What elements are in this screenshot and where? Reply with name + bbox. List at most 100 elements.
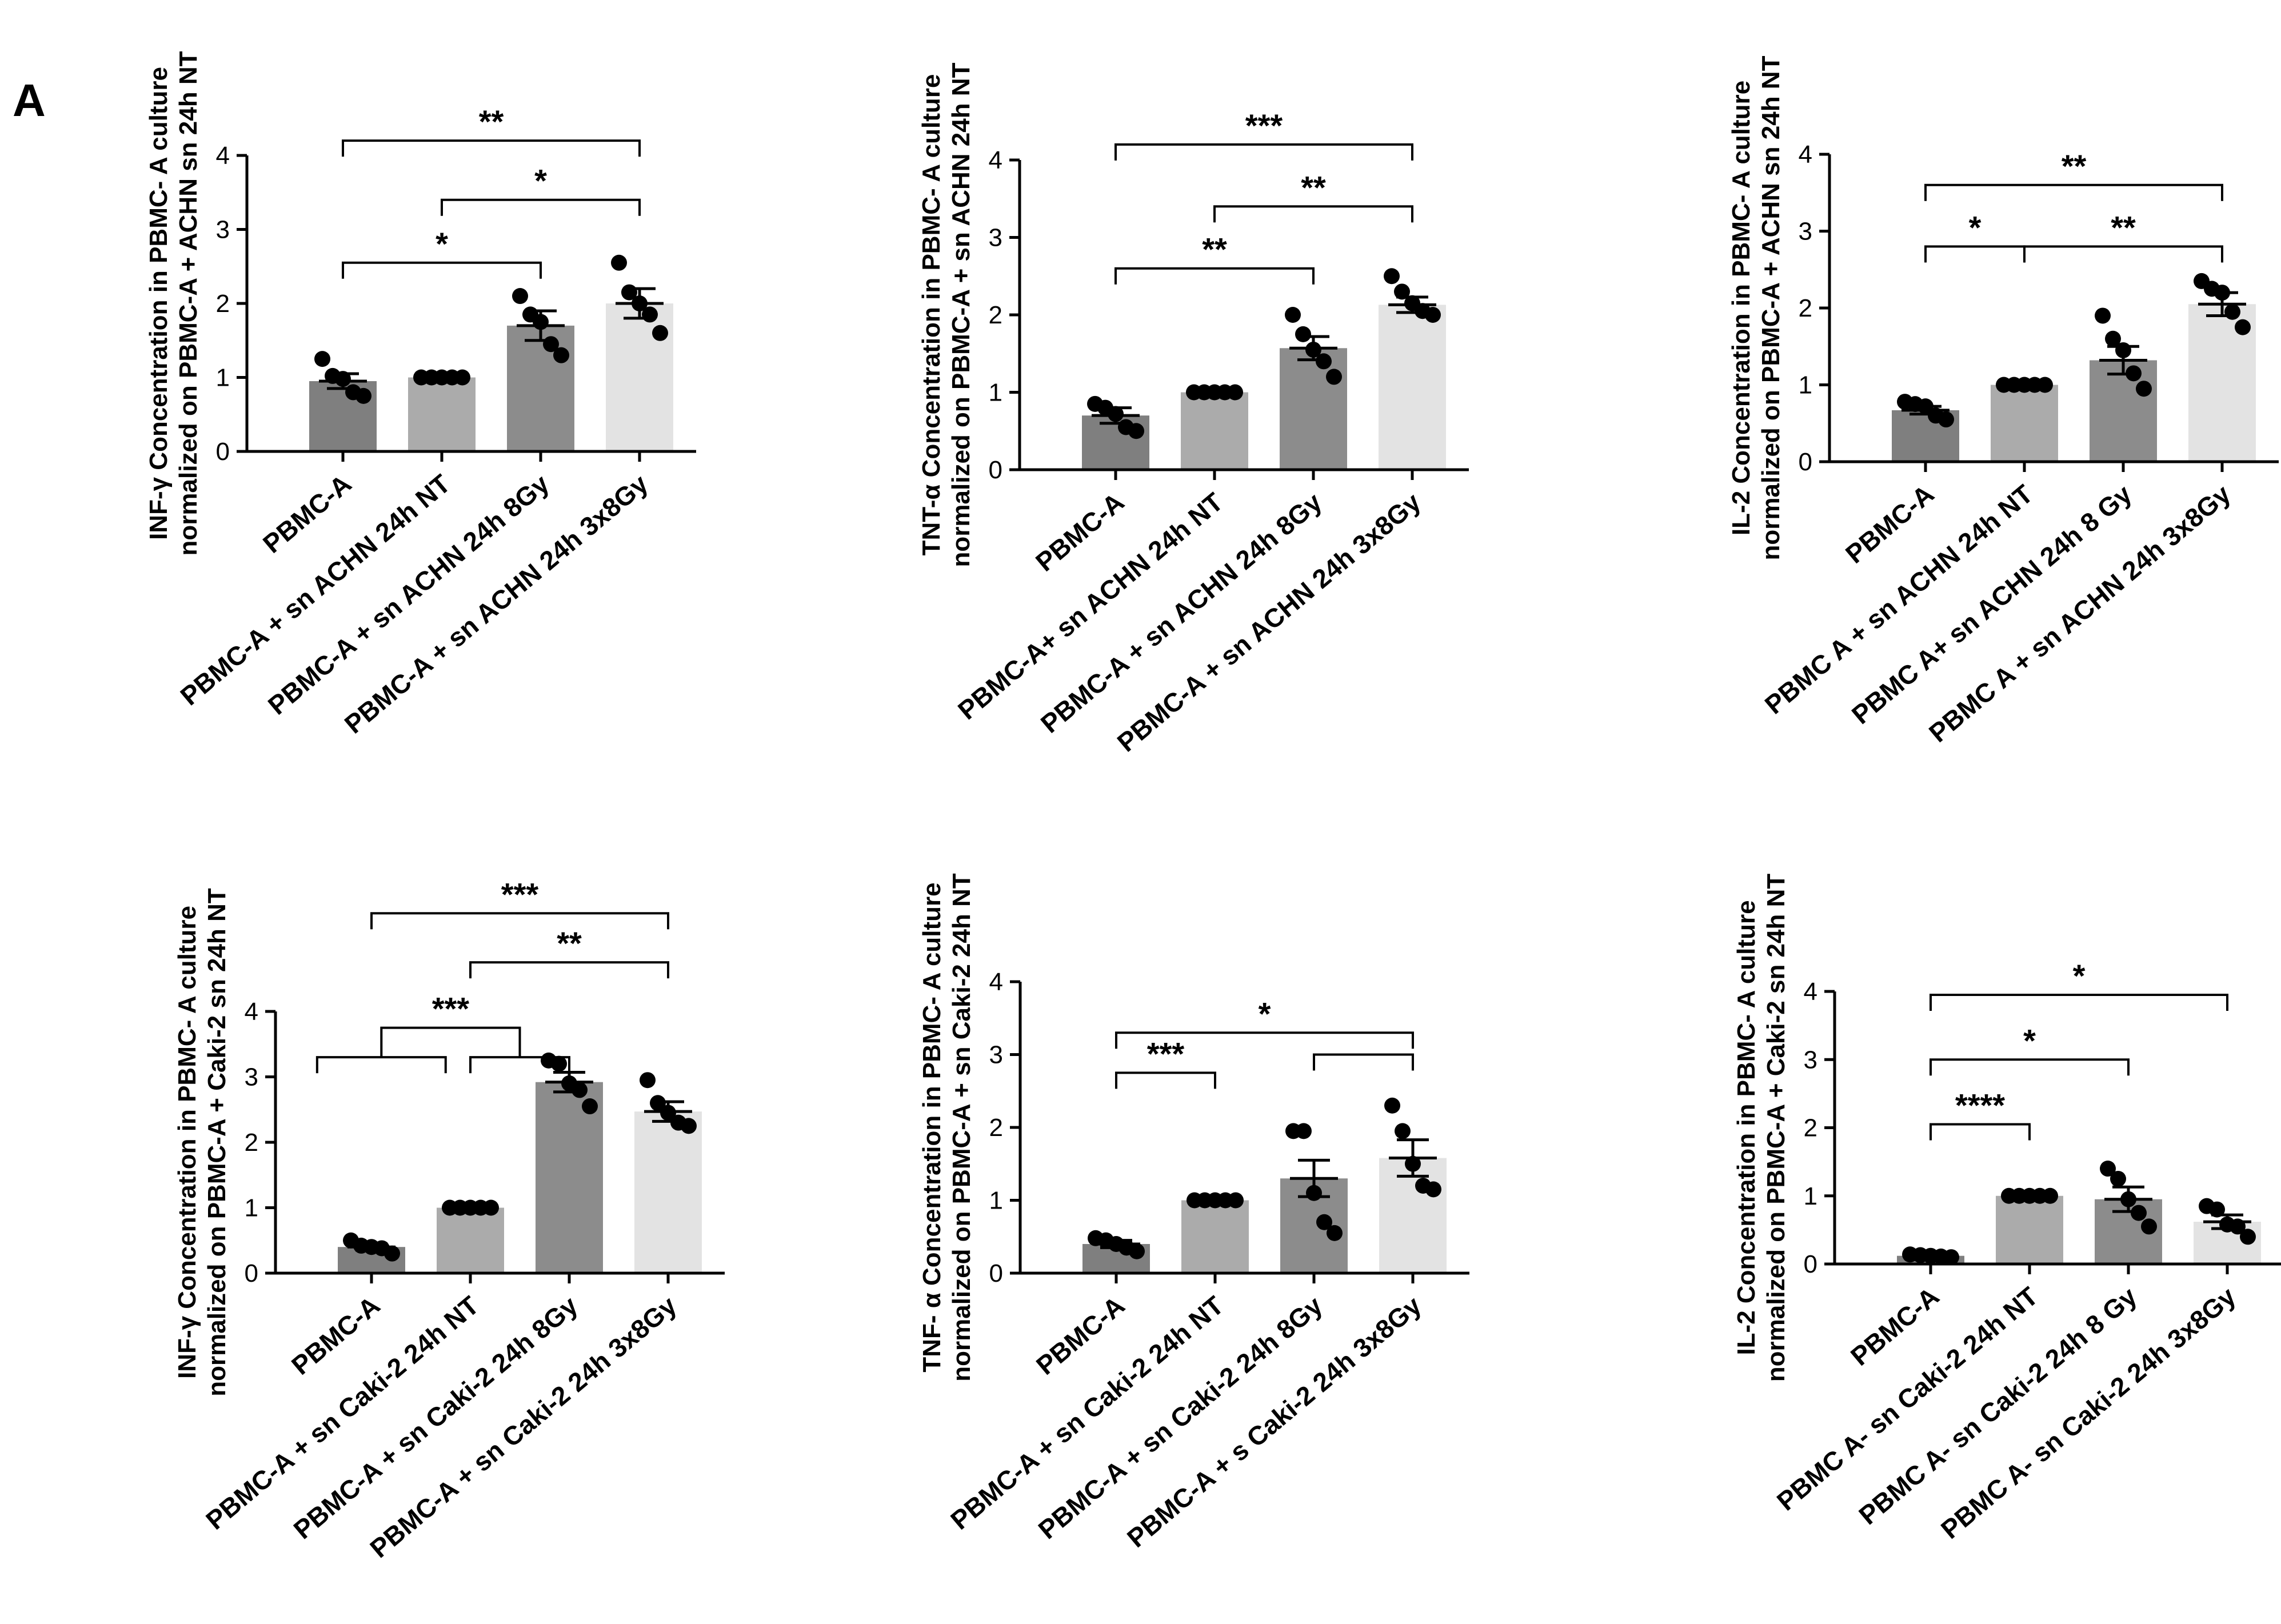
data-point — [611, 254, 627, 271]
significance-bracket — [1115, 1031, 1414, 1049]
y-tick-label: 3 — [245, 1063, 258, 1091]
y-tick-label: 1 — [1804, 1182, 1817, 1210]
y-tick-label: 0 — [216, 438, 230, 466]
significance-label: * — [2023, 1022, 2036, 1058]
y-tick-label: 0 — [989, 456, 1002, 484]
bar — [1379, 305, 1446, 470]
data-point — [551, 1055, 567, 1072]
y-axis-title: INF-γ Concentration in PBMC- A culture — [173, 906, 201, 1379]
y-tick-label: 1 — [989, 379, 1002, 407]
y-tick-label: 2 — [989, 1114, 1003, 1142]
data-point — [642, 306, 658, 323]
data-point — [1327, 1225, 1343, 1241]
data-point — [652, 325, 668, 341]
y-axis-title: IL-2 Concentration in PBMC- A culture — [1732, 900, 1760, 1355]
data-point — [1285, 307, 1301, 323]
significance-bracket — [380, 1026, 521, 1058]
y-tick-label: 0 — [245, 1259, 258, 1287]
y-axis-title: normalized on PBMC-A + ACHN sn 24h NT — [1757, 55, 1785, 560]
significance-label: * — [1969, 209, 1982, 245]
significance-label: ** — [557, 925, 582, 961]
data-point — [2224, 303, 2240, 320]
significance-bracket — [1114, 267, 1315, 285]
data-point — [314, 351, 330, 367]
y-axis-title: normalized on PBMC-A + Caki-2 sn 24h NT — [1762, 874, 1790, 1382]
data-point — [640, 1072, 656, 1089]
significance-label: ** — [2111, 209, 2136, 245]
bar — [1181, 1200, 1249, 1273]
y-axis-title: normalized on PBMC-A + sn ACHN 24h NT — [947, 62, 975, 567]
data-point — [2110, 1170, 2126, 1187]
y-tick-label: 2 — [245, 1129, 258, 1157]
data-point — [572, 1082, 588, 1098]
data-point — [1395, 1123, 1411, 1139]
significance-bracket — [1114, 143, 1413, 161]
significance-bracket — [370, 912, 669, 930]
data-point — [1425, 1181, 1441, 1198]
bar — [634, 1111, 702, 1273]
significance-label: ** — [479, 103, 504, 139]
significance-bracket — [1213, 205, 1413, 223]
significance-bracket — [342, 139, 641, 157]
y-tick-label: 1 — [216, 364, 230, 392]
y-tick-label: 2 — [1804, 1114, 1817, 1142]
data-point — [2095, 307, 2111, 324]
significance-label: * — [1259, 995, 1271, 1031]
bar — [2090, 360, 2157, 462]
data-point — [355, 387, 371, 404]
y-tick-label: 3 — [989, 1041, 1003, 1069]
significance-label: *** — [1245, 107, 1283, 143]
data-point — [1316, 1214, 1332, 1230]
data-point — [2235, 319, 2251, 335]
y-axis-title: normalized on PBMC-A + Caki-2 sn 24h NT — [203, 888, 231, 1397]
y-tick-label: 3 — [216, 216, 230, 244]
x-tick-label: PBMC-A — [1845, 1281, 1944, 1371]
significance-bracket — [2023, 245, 2223, 263]
data-point — [2136, 381, 2152, 397]
data-point — [512, 288, 528, 305]
data-point — [1384, 268, 1400, 285]
significance-label: *** — [501, 876, 539, 912]
bar — [1996, 1195, 2063, 1264]
significance-bracket — [1930, 993, 2228, 1011]
bar — [408, 377, 476, 451]
significance-label: **** — [1955, 1087, 2005, 1123]
significance-label: * — [534, 163, 547, 199]
x-tick-label: PBMC-A — [1030, 1290, 1130, 1381]
y-tick-label: 2 — [989, 301, 1002, 329]
data-point — [1326, 369, 1342, 385]
significance-bracket — [1924, 183, 2223, 201]
data-point — [1128, 423, 1144, 439]
y-tick-label: 0 — [989, 1259, 1003, 1287]
significance-bracket — [1924, 245, 2026, 263]
significance-label: ** — [1202, 231, 1227, 267]
data-point — [582, 1098, 598, 1115]
significance-bracket — [1115, 1071, 1216, 1089]
y-tick-label: 1 — [245, 1194, 258, 1222]
y-tick-label: 0 — [1799, 448, 1812, 476]
y-axis-title: INF-γ Concentration in PBMC- A culture — [145, 67, 173, 540]
x-tick-label: PBMC-A — [257, 469, 357, 559]
significance-label: *** — [432, 991, 470, 1027]
y-tick-label: 4 — [989, 968, 1003, 996]
data-point — [2105, 330, 2121, 347]
significance-label: * — [2073, 958, 2086, 994]
x-tick-label: PBMC-A — [1030, 487, 1129, 577]
data-point — [1295, 326, 1311, 342]
y-tick-label: 3 — [989, 224, 1002, 252]
significance-bracket — [1313, 1053, 1414, 1071]
y-axis-title: IL-2 Concentration in PBMC- A culture — [1727, 81, 1755, 535]
y-tick-label: 3 — [1804, 1046, 1817, 1074]
y-tick-label: 4 — [1804, 978, 1817, 1006]
y-tick-label: 4 — [989, 146, 1002, 174]
y-tick-label: 1 — [989, 1187, 1003, 1215]
significance-label: *** — [1147, 1035, 1185, 1071]
y-tick-label: 3 — [1799, 218, 1812, 246]
significance-bracket — [441, 198, 641, 216]
panel-letter: A — [13, 75, 46, 126]
data-point — [384, 1245, 400, 1262]
